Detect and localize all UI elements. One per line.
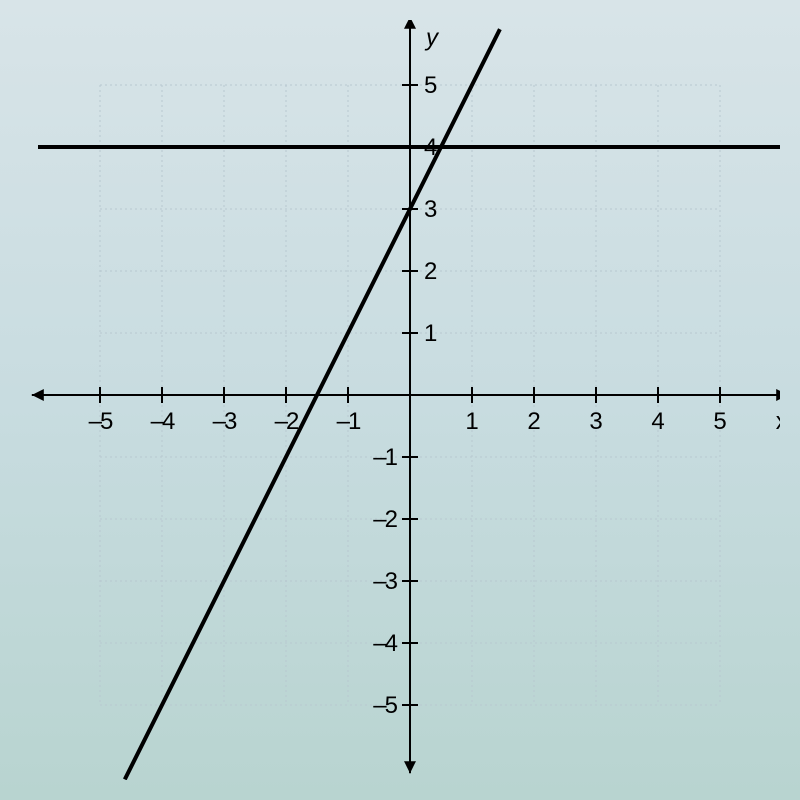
x-tick-label: 5 <box>713 408 726 435</box>
x-tick-label: 2 <box>527 408 540 435</box>
x-tick-label: –4 <box>151 408 175 435</box>
x-tick-label: 1 <box>465 408 478 435</box>
x-axis-name: x <box>776 408 780 435</box>
y-tick-label: 3 <box>424 196 437 223</box>
y-tick-label: –2 <box>373 506 397 533</box>
x-tick-label: 3 <box>589 408 602 435</box>
y-tick-label: –3 <box>373 568 397 595</box>
coordinate-plane-chart: –5–4–3–2–112345–5–4–3–2–112345yx <box>20 20 780 780</box>
diagonal-line <box>125 29 500 779</box>
x-tick-label: –3 <box>213 408 237 435</box>
x-tick-label: –5 <box>89 408 113 435</box>
y-tick-label: –4 <box>373 630 397 657</box>
axes <box>32 20 780 773</box>
x-tick-label: 4 <box>651 408 664 435</box>
x-tick-label: –1 <box>337 408 361 435</box>
y-tick-label: 5 <box>424 72 437 99</box>
chart-svg: –5–4–3–2–112345–5–4–3–2–112345yx <box>20 20 780 780</box>
y-tick-label: 1 <box>424 320 437 347</box>
x-tick-label: –2 <box>275 408 299 435</box>
axis-labels: –5–4–3–2–112345–5–4–3–2–112345yx <box>89 24 780 719</box>
y-tick-label: –1 <box>373 444 397 471</box>
y-tick-label: –5 <box>373 692 397 719</box>
y-tick-label: 2 <box>424 258 437 285</box>
y-axis-name: y <box>424 24 440 51</box>
